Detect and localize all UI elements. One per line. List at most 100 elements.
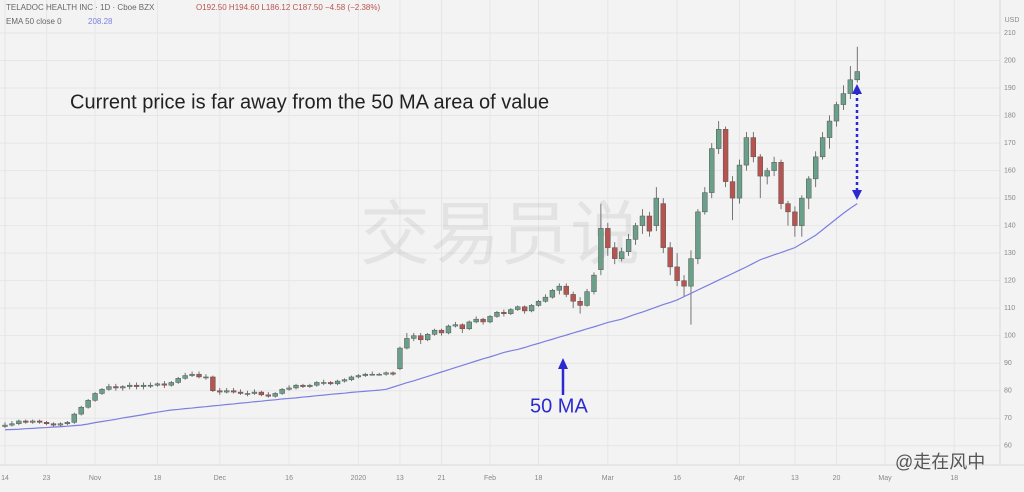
candle-body bbox=[521, 306, 528, 312]
candle-body bbox=[390, 372, 396, 375]
candle-body bbox=[362, 373, 368, 376]
candle-body bbox=[826, 120, 833, 138]
candle-body bbox=[272, 393, 278, 397]
plot bbox=[2, 46, 860, 431]
candle-body bbox=[348, 376, 355, 380]
candle-body bbox=[182, 375, 188, 379]
candle-body bbox=[175, 378, 181, 383]
candle-body bbox=[681, 280, 687, 287]
x-tick-label: Mar bbox=[602, 475, 615, 482]
candle-body bbox=[168, 382, 174, 386]
candle-body bbox=[431, 329, 438, 335]
candle-body bbox=[196, 373, 202, 378]
watermark: 交易员说 bbox=[360, 195, 640, 273]
candle-body bbox=[799, 197, 805, 226]
x-tick-label: 23 bbox=[43, 475, 51, 482]
candle-body bbox=[452, 324, 459, 327]
candle-body bbox=[189, 373, 195, 376]
candle-body bbox=[508, 309, 514, 314]
candle-body bbox=[9, 423, 15, 426]
candle-body bbox=[556, 285, 562, 291]
candle-body bbox=[71, 413, 77, 423]
candle-body bbox=[612, 247, 618, 259]
candle-body bbox=[300, 384, 306, 387]
candle-body bbox=[660, 203, 666, 248]
candle-body bbox=[127, 384, 133, 387]
candle-body bbox=[695, 211, 701, 259]
x-tick-label: Dec bbox=[214, 475, 227, 482]
candle-body bbox=[411, 335, 417, 339]
indicator: EMA 50 close 0 bbox=[6, 17, 62, 26]
y-tick-label: 70 bbox=[1004, 415, 1012, 422]
candle-body bbox=[494, 312, 500, 317]
y-tick-label: 100 bbox=[1004, 333, 1016, 340]
candle-body bbox=[203, 376, 209, 379]
y-tick-label: 80 bbox=[1004, 388, 1012, 395]
y-tick-label: 180 bbox=[1004, 112, 1016, 119]
candle-body bbox=[646, 215, 653, 232]
y-tick-label: 210 bbox=[1004, 30, 1016, 37]
candle-body bbox=[667, 247, 673, 268]
indicator-value: 208.28 bbox=[88, 17, 113, 26]
x-tick-label: May bbox=[878, 475, 892, 482]
annotation: 50 MA bbox=[530, 395, 588, 417]
candle-body bbox=[535, 301, 542, 306]
candle-body bbox=[729, 181, 736, 199]
candle-body bbox=[833, 104, 840, 122]
ohlc: O192.50 H194.60 L186.12 C187.50 −4.58 (−… bbox=[196, 3, 380, 12]
candle-body bbox=[92, 393, 98, 401]
candle-body bbox=[813, 156, 819, 180]
x-tick-label: 20 bbox=[833, 475, 841, 482]
candle-body bbox=[397, 347, 403, 369]
candle-body bbox=[764, 170, 770, 177]
candle-body bbox=[577, 301, 583, 306]
candle-body bbox=[618, 251, 625, 259]
candle-body bbox=[230, 390, 237, 393]
candle-body bbox=[251, 391, 258, 394]
candle-body bbox=[341, 379, 348, 382]
grid bbox=[0, 0, 1000, 465]
candle-body bbox=[327, 382, 334, 385]
candle-body bbox=[355, 375, 362, 378]
candle-body bbox=[133, 384, 140, 387]
y-tick-label: 170 bbox=[1004, 140, 1016, 147]
y-tick-label: 120 bbox=[1004, 277, 1016, 284]
candle-body bbox=[542, 296, 549, 302]
candle-body bbox=[605, 228, 611, 248]
x-tick-label: Nov bbox=[89, 475, 102, 482]
candle-body bbox=[778, 162, 784, 204]
candle-body bbox=[334, 380, 341, 385]
candle-body bbox=[639, 215, 646, 226]
candle-body bbox=[147, 384, 154, 387]
x-tick-label: 18 bbox=[950, 475, 958, 482]
candle-body bbox=[424, 334, 431, 341]
x-tick-label: 16 bbox=[285, 475, 293, 482]
candle-body bbox=[674, 266, 680, 281]
x-tick-label: 18 bbox=[154, 475, 162, 482]
candle-body bbox=[321, 382, 327, 384]
candle-body bbox=[515, 306, 521, 310]
x-tick-label: 21 bbox=[438, 475, 446, 482]
candle-body bbox=[154, 383, 161, 386]
y-tick-label: 90 bbox=[1004, 360, 1012, 367]
candle-body bbox=[806, 178, 812, 199]
candle-body bbox=[140, 384, 147, 387]
y-tick-label: 140 bbox=[1004, 222, 1016, 229]
candle-body bbox=[404, 338, 410, 349]
x-tick-label: 14 bbox=[1, 475, 9, 482]
candle-body bbox=[307, 384, 313, 387]
candle-body bbox=[722, 129, 729, 182]
candle-body bbox=[459, 324, 465, 330]
candle-body bbox=[314, 382, 320, 386]
candle-body bbox=[487, 316, 493, 323]
candle-body bbox=[549, 290, 556, 298]
candle-body bbox=[64, 422, 71, 424]
candle-body bbox=[30, 420, 36, 423]
price-axis bbox=[1000, 0, 1024, 465]
candle-body bbox=[438, 329, 445, 334]
y-tick-label: 110 bbox=[1004, 305, 1015, 312]
candle-body bbox=[743, 137, 750, 166]
candle-body bbox=[286, 387, 292, 390]
candle-body bbox=[217, 390, 223, 393]
